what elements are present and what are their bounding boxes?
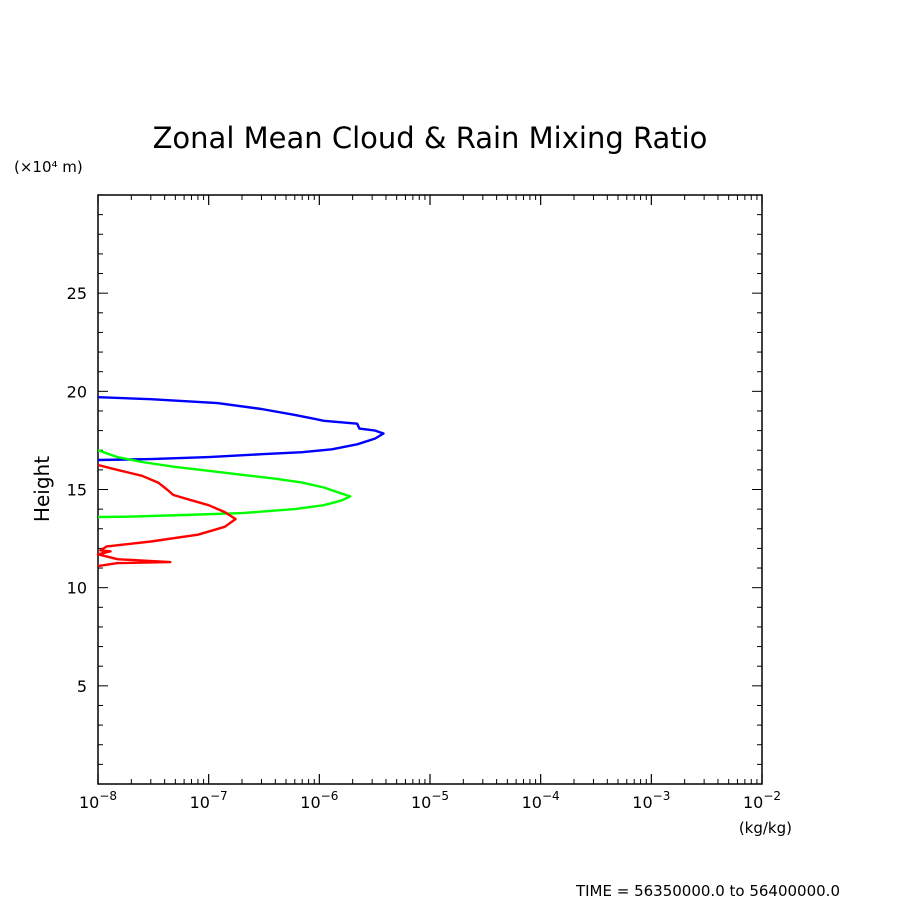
y-unit-label: (×10⁴ m) (14, 158, 83, 176)
x-tick-label: 10−8 (79, 789, 117, 812)
chart-title: Zonal Mean Cloud & Rain Mixing Ratio (153, 121, 708, 155)
x-tick-label: 10−6 (300, 789, 338, 812)
y-tick-label: 10 (67, 579, 87, 598)
x-tick-label: 10−3 (632, 789, 670, 812)
plot-frame (97, 194, 763, 785)
y-tick-label: 20 (67, 382, 87, 401)
x-tick-label: 10−2 (743, 789, 781, 812)
x-tick-label: 10−4 (522, 789, 560, 812)
x-tick-label: 10−5 (411, 789, 449, 812)
y-tick-label: 15 (67, 481, 87, 500)
x-unit-label: (kg/kg) (739, 819, 792, 837)
axis-ticks: 10−8 10−7 10−6 10−5 10−4 10−3 10−2 5 10 15 20 25 (67, 195, 781, 812)
series-line-1 (97, 449, 352, 519)
y-axis-label: Height (30, 456, 54, 522)
x-tick-label: 10−7 (190, 789, 228, 812)
time-range-label: TIME = 56350000.0 to 56400000.0 (575, 882, 840, 900)
series-layer (96, 396, 385, 568)
y-unit-text: (×10⁴ m) (14, 158, 83, 176)
series-line-0 (97, 396, 385, 462)
series-line-2 (96, 463, 237, 568)
y-tick-label: 5 (77, 677, 87, 696)
y-tick-label: 25 (67, 284, 87, 303)
